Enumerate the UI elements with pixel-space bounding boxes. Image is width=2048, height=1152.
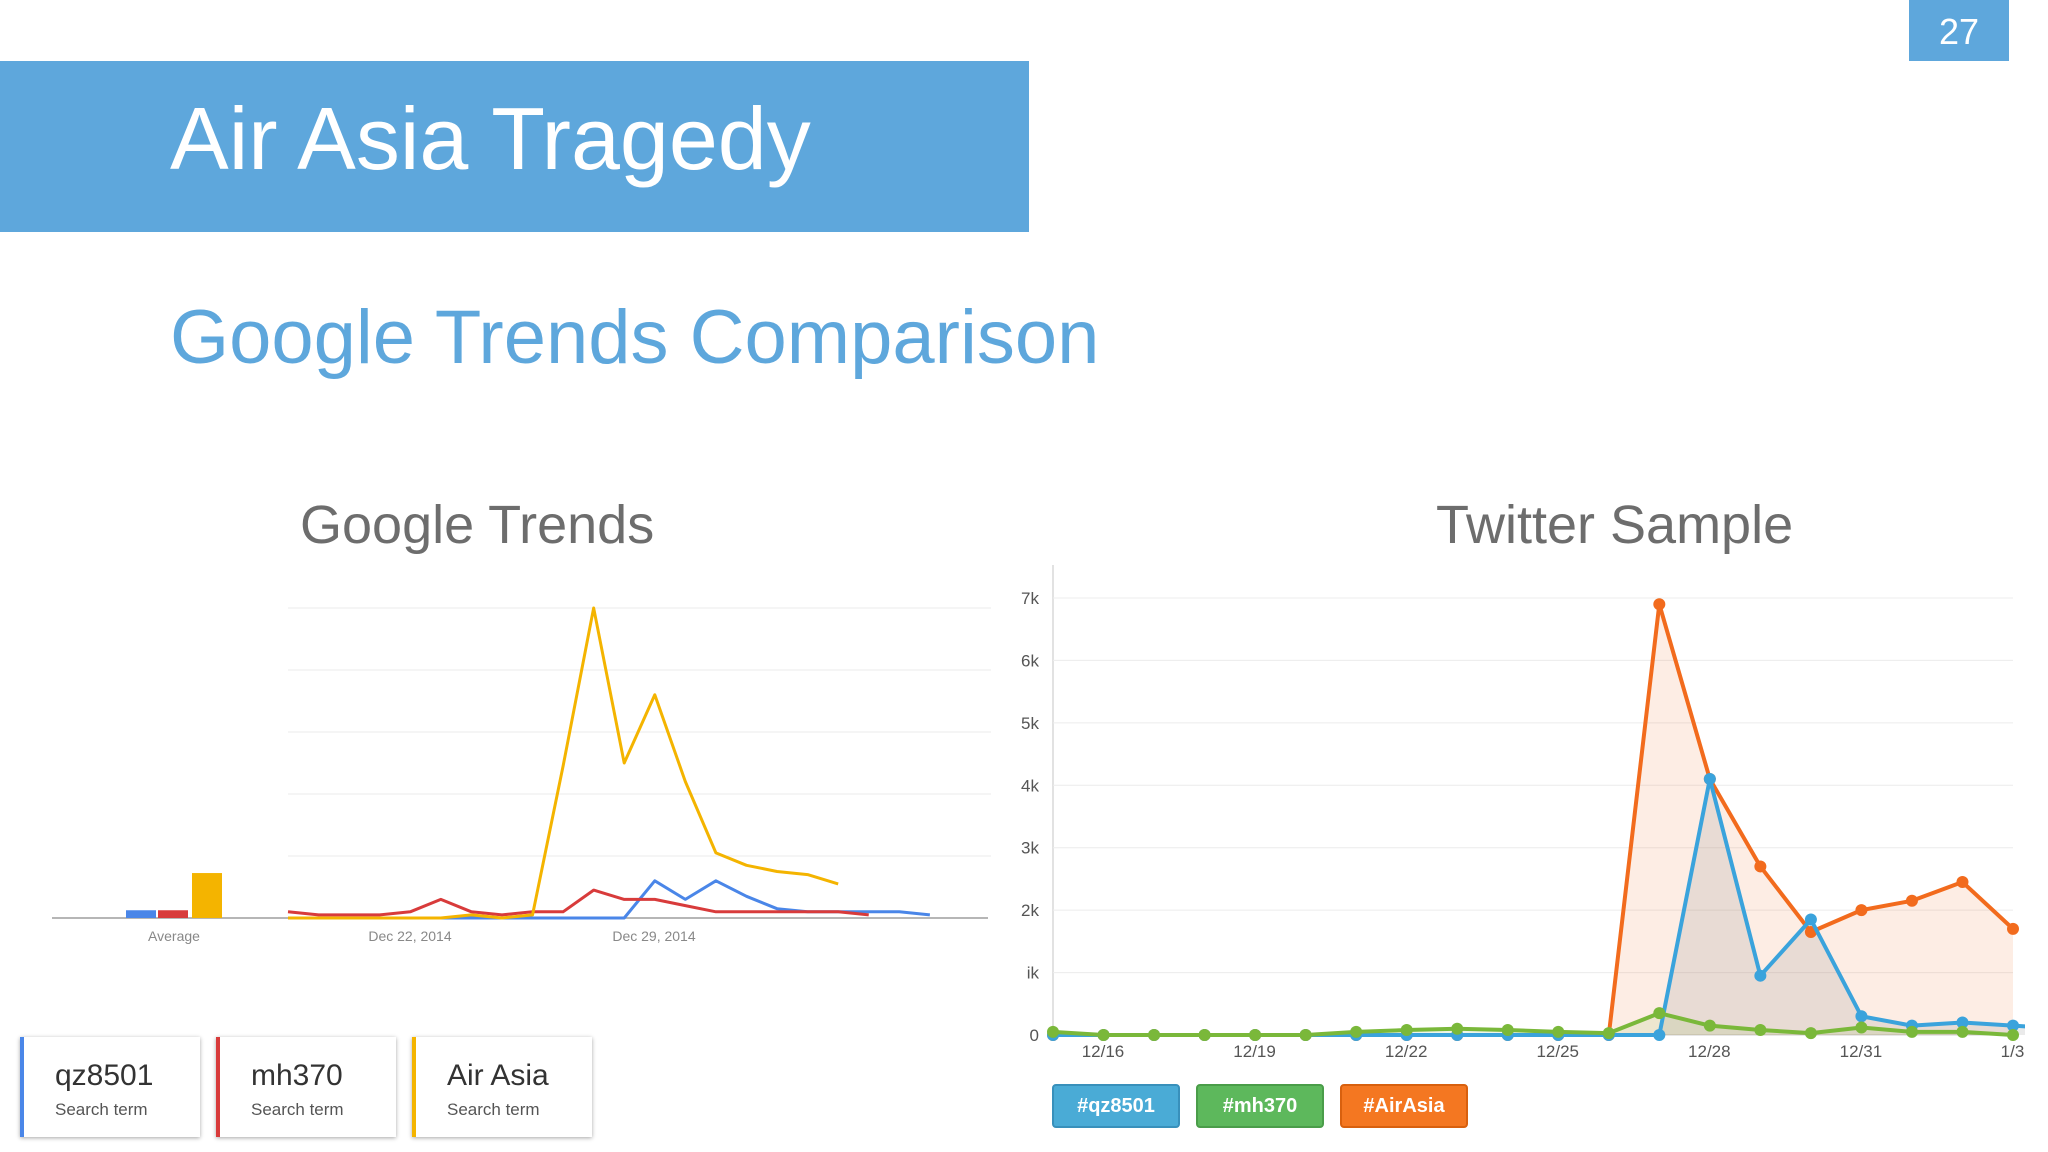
trend-line-mh370 (287, 888, 869, 917)
term-kind: Search term (447, 1100, 540, 1119)
twitter-sample-chart: 0 ik 2k 3k 4k 5k 6k 7k 12/16 12/19 12/22 12/25 12/28… (1021, 565, 2025, 1061)
point-qz8501 (1703, 773, 1716, 786)
point-qz8501 (1855, 1010, 1868, 1023)
twitter-legend: #qz8501 #mh370 #AirAsia (1052, 1084, 1468, 1128)
point-mh370 (1198, 1029, 1211, 1041)
term-name: Air Asia (447, 1059, 549, 1092)
title-banner: Air Asia Tragedy (0, 61, 1029, 232)
x-tick-label: Dec 22, 2014 (368, 928, 451, 944)
term-name: qz8501 (55, 1059, 154, 1092)
slide-title: Air Asia Tragedy (170, 89, 811, 188)
page-number: 27 (1909, 0, 2009, 61)
term-kind: Search term (55, 1100, 148, 1119)
term-name: mh370 (251, 1059, 343, 1092)
point-airasia (1754, 860, 1767, 873)
term-color-bar (412, 1037, 416, 1137)
y-tick-label: 3k (1021, 839, 1039, 858)
point-mh370 (1097, 1029, 1110, 1041)
point-qz8501 (1956, 1016, 1969, 1029)
y-tick-label: ik (1027, 964, 1040, 983)
y-tick-label: 6k (1021, 651, 1039, 670)
x-tick-label: Dec 29, 2014 (612, 928, 695, 944)
term-card-qz8501[interactable]: qz8501 Search term (20, 1037, 200, 1137)
point-mh370 (1047, 1025, 1059, 1038)
point-mh370 (1653, 1007, 1666, 1020)
area-qz8501 (1053, 779, 2025, 1035)
point-mh370 (1350, 1025, 1363, 1038)
term-color-bar (20, 1037, 24, 1137)
term-card-air-asia[interactable]: Air Asia Search term (412, 1037, 592, 1137)
point-qz8501 (1653, 1029, 1666, 1041)
point-airasia (2007, 922, 2019, 935)
point-mh370 (2007, 1029, 2019, 1041)
average-bar-air-asia (192, 873, 222, 918)
point-mh370 (1602, 1027, 1615, 1040)
average-bar-qz8501 (126, 910, 156, 918)
average-bar-mh370 (158, 910, 188, 918)
x-tick-label: 12/31 (1840, 1042, 1883, 1061)
google-trends-background (16, 560, 1016, 1030)
point-mh370 (1552, 1025, 1565, 1038)
point-mh370 (1148, 1029, 1161, 1041)
point-qz8501 (1754, 969, 1767, 982)
x-tick-label: 1/3 (2001, 1042, 2025, 1061)
point-mh370 (1804, 1027, 1817, 1040)
y-tick-label: 4k (1021, 776, 1039, 795)
y-tick-label: 2k (1021, 901, 1039, 920)
x-tick-label: 12/25 (1536, 1042, 1579, 1061)
x-tick-label: 12/28 (1688, 1042, 1731, 1061)
point-qz8501 (1804, 913, 1817, 926)
y-tick-label: 5k (1021, 714, 1039, 733)
point-mh370 (1956, 1025, 1969, 1038)
line-mh370 (1052, 1011, 2014, 1037)
point-airasia (1653, 598, 1666, 611)
legend-item-airasia[interactable]: #AirAsia (1340, 1084, 1468, 1128)
x-tick-label: 12/19 (1233, 1042, 1276, 1061)
point-airasia (1905, 894, 1918, 907)
legend-item-mh370[interactable]: #mh370 (1196, 1084, 1324, 1128)
x-tick-label: 12/22 (1385, 1042, 1428, 1061)
point-mh370 (1400, 1024, 1413, 1037)
term-kind: Search term (251, 1100, 344, 1119)
point-mh370 (1451, 1022, 1464, 1035)
y-tick-label: 0 (1030, 1026, 1039, 1045)
point-mh370 (1501, 1024, 1514, 1037)
point-airasia (1855, 904, 1868, 917)
legend-item-qz8501[interactable]: #qz8501 (1052, 1084, 1180, 1128)
google-trends-panel-title: Google Trends (300, 495, 655, 555)
x-tick-label: 12/16 (1082, 1042, 1125, 1061)
google-trends-chart: Average Dec 22, 2014 Dec 29, 2014 (16, 560, 1016, 1030)
term-color-bar (216, 1037, 220, 1137)
point-mh370 (1754, 1024, 1767, 1037)
point-mh370 (1703, 1019, 1716, 1032)
point-mh370 (1249, 1029, 1262, 1041)
twitter-sample-panel-title: Twitter Sample (1436, 495, 1794, 555)
point-mh370 (1299, 1029, 1312, 1041)
y-tick-label: 7k (1021, 589, 1039, 608)
point-qz8501 (2007, 1019, 2019, 1032)
point-mh370 (1855, 1021, 1868, 1034)
term-card-mh370[interactable]: mh370 Search term (216, 1037, 396, 1137)
trend-line-air-asia (288, 606, 839, 920)
slide-subtitle: Google Trends Comparison (170, 295, 1100, 380)
x-tick-label: Average (148, 928, 200, 944)
point-airasia (1956, 876, 1969, 889)
point-mh370 (1905, 1025, 1918, 1038)
area-airasia (1053, 604, 2013, 1035)
